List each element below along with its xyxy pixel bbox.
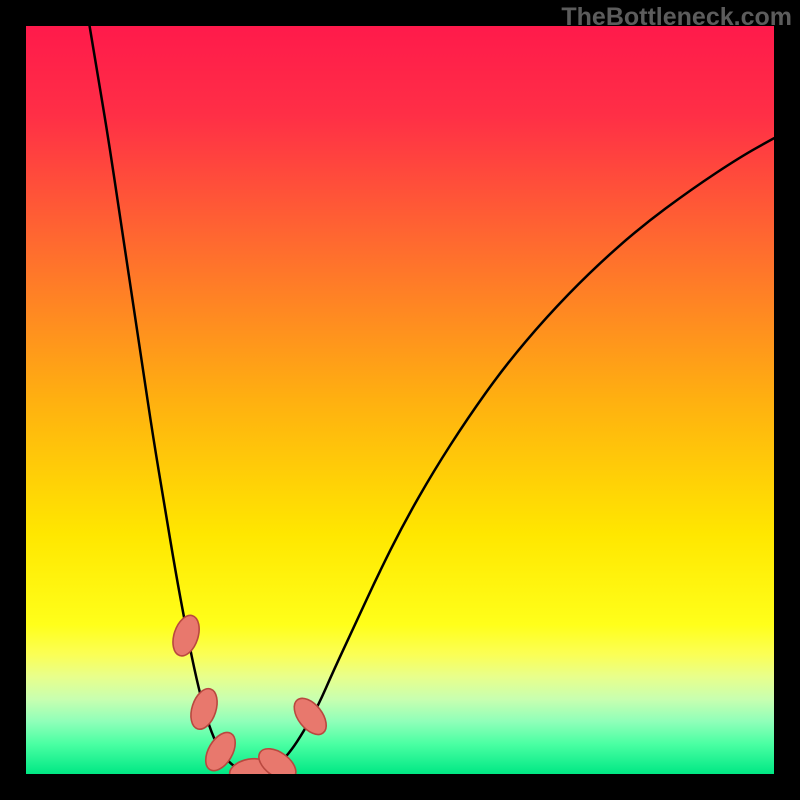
watermark: TheBottleneck.com [561,3,792,32]
watermark-text: TheBottleneck.com [561,3,792,31]
plot-area [26,26,774,774]
gradient-background [26,26,774,774]
chart-svg [26,26,774,774]
